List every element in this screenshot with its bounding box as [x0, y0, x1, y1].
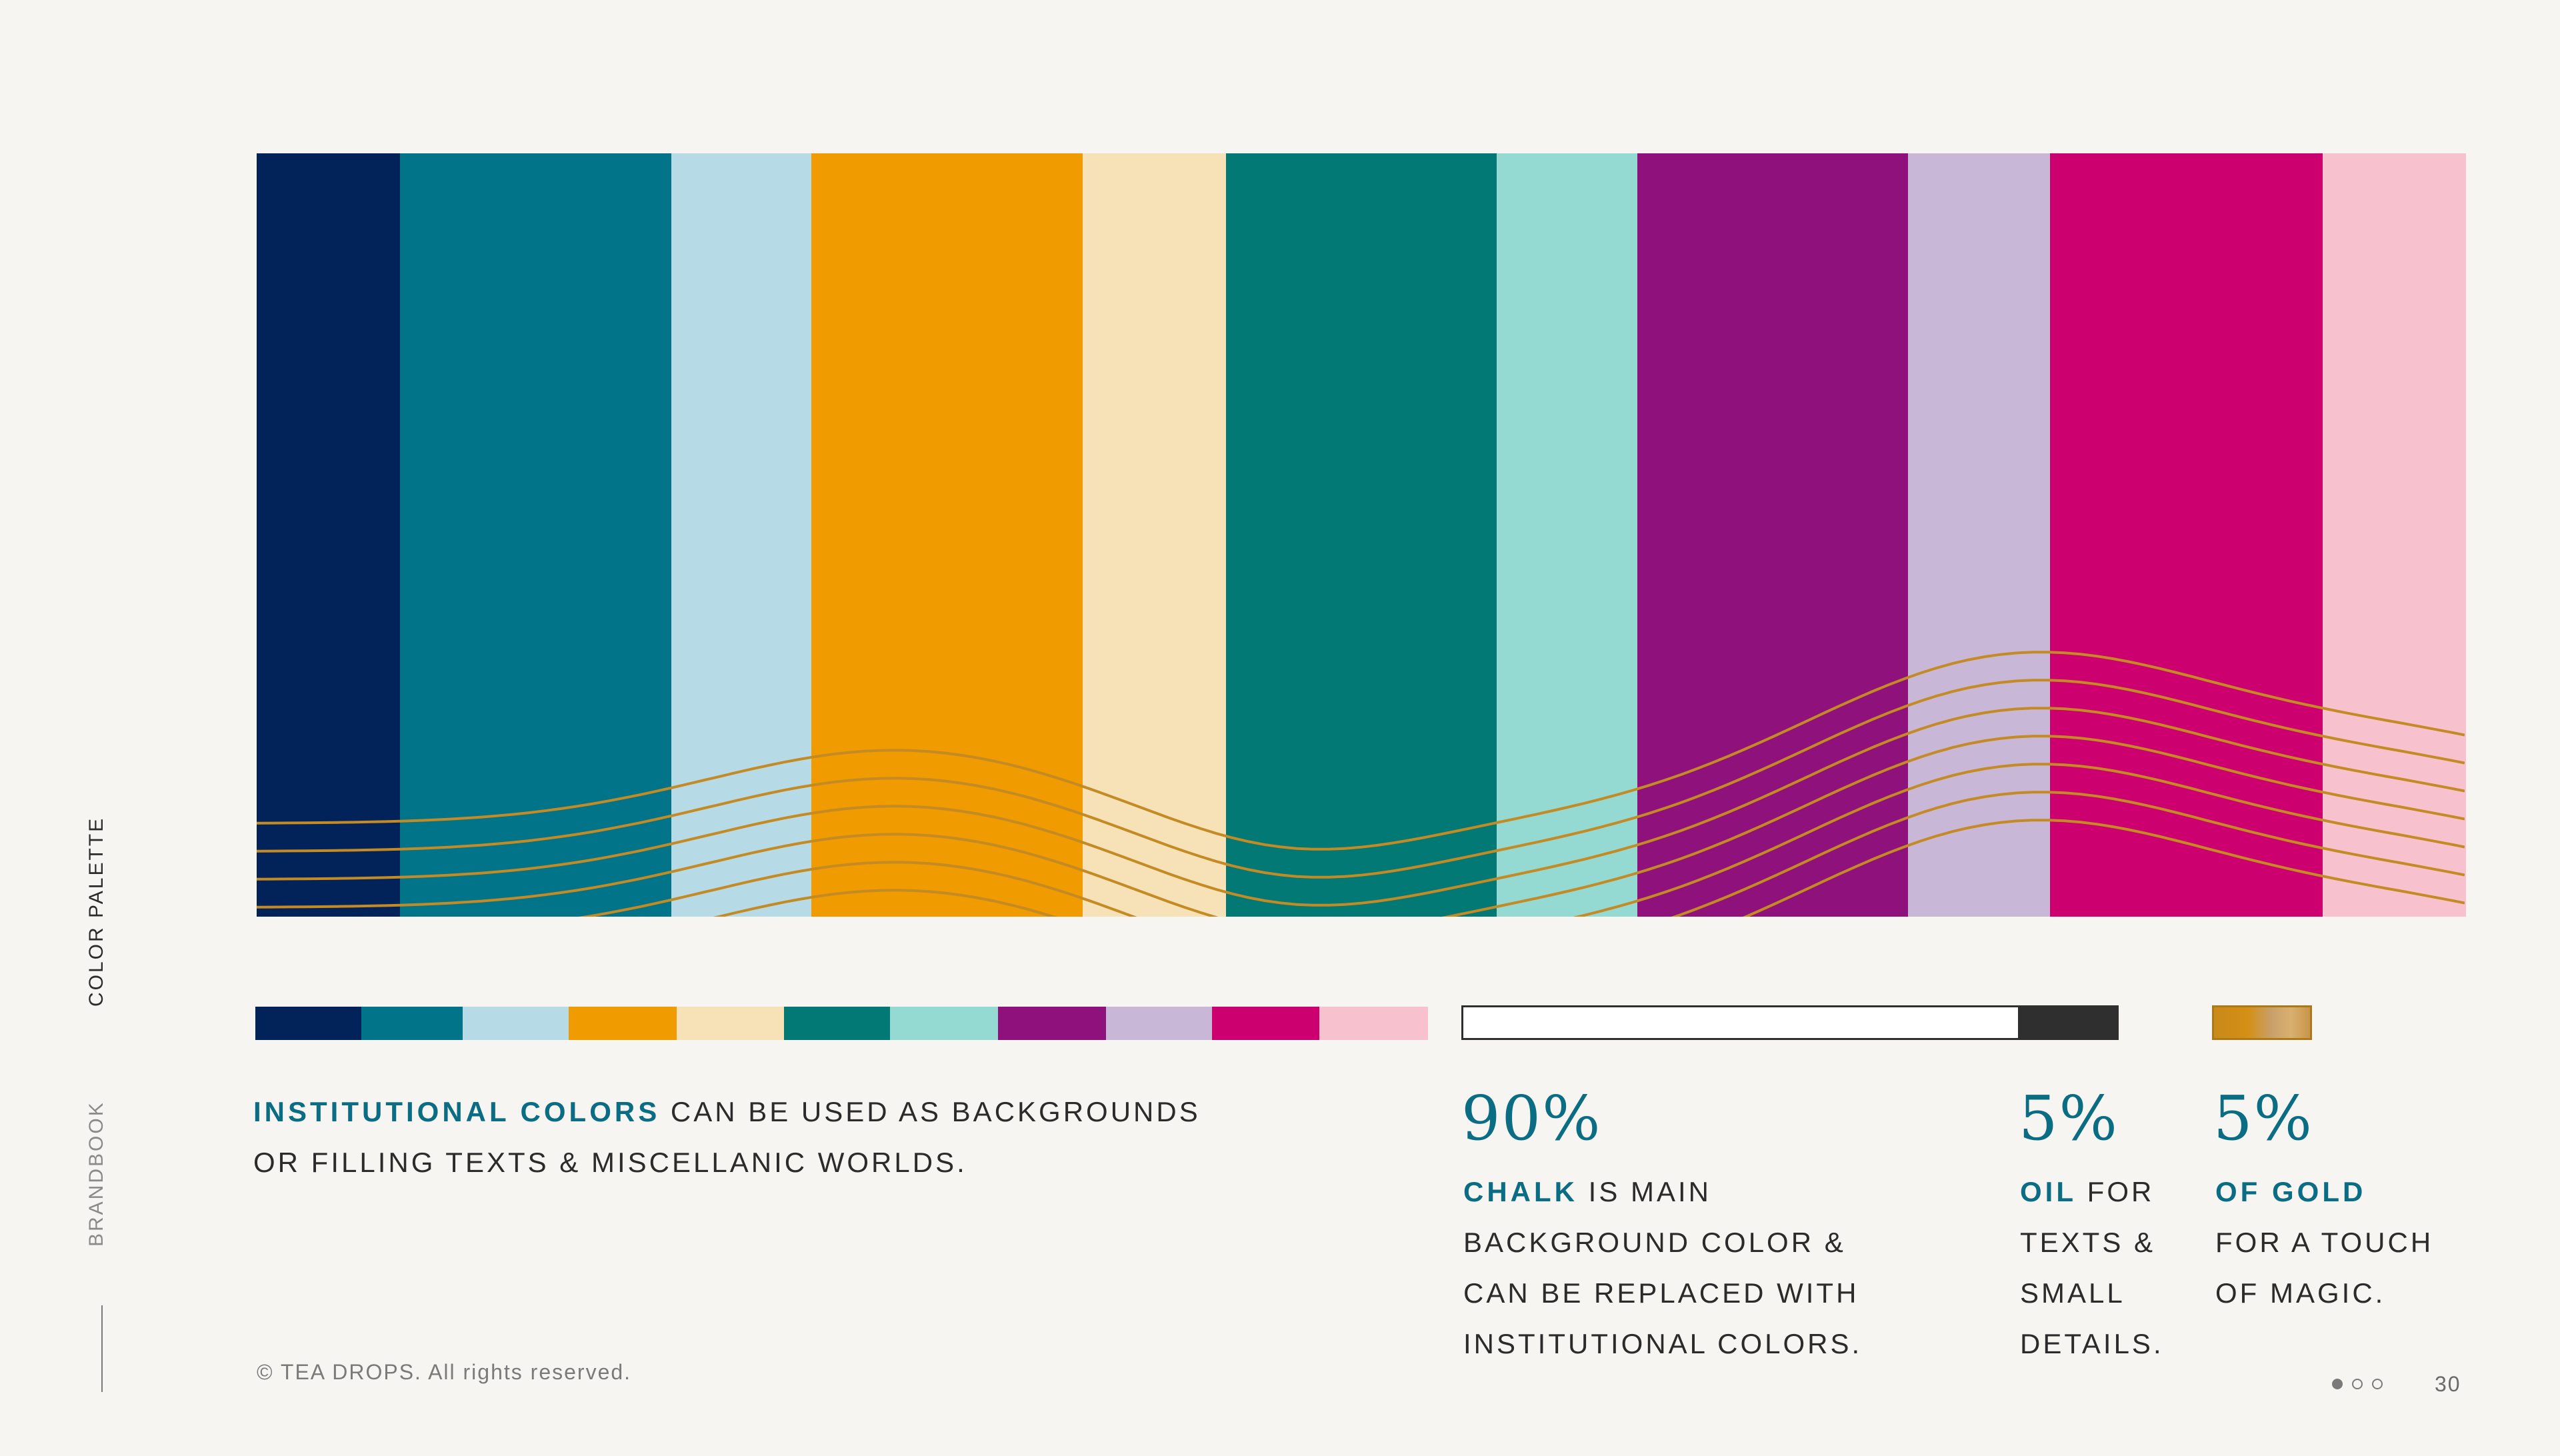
palette-stripe: [671, 153, 813, 917]
palette-swatch: [890, 1007, 999, 1040]
page-number: 30: [2435, 1372, 2461, 1396]
institutional-color-strip: [255, 1007, 1428, 1040]
color-palette-stripes: [257, 153, 2466, 917]
pager-dot-active[interactable]: [2332, 1379, 2343, 1389]
oil-swatch: [2020, 1005, 2119, 1040]
gold-description: OF GOLD FOR A TOUCH OF MAGIC.: [2215, 1167, 2482, 1319]
palette-swatch: [255, 1007, 363, 1040]
oil-highlight: OIL: [2020, 1176, 2077, 1207]
palette-stripe: [1908, 153, 2051, 917]
brandbook-label: BRANDBOOK: [85, 1101, 107, 1247]
chalk-highlight: CHALK: [1463, 1176, 1578, 1207]
palette-swatch: [361, 1007, 463, 1040]
palette-stripe: [2050, 153, 2324, 917]
palette-stripe: [811, 153, 1084, 917]
section-label: COLOR PALETTE: [85, 816, 107, 1007]
palette-stripe: [1226, 153, 1499, 917]
chalk-description: CHALK IS MAIN BACKGROUND COLOR & CAN BE …: [1463, 1176, 1863, 1359]
gold-percentage: 5%: [2213, 1083, 2313, 1154]
institutional-colors-highlight: INSTITUTIONAL COLORS: [253, 1096, 661, 1127]
palette-stripe: [257, 153, 402, 917]
palette-swatch: [1211, 1007, 1321, 1040]
palette-stripe: [2323, 153, 2466, 917]
institutional-colors-description: INSTITUTIONAL COLORS CAN BE USED AS BACK…: [253, 1096, 1201, 1178]
chalk-swatch: [1461, 1005, 2020, 1040]
palette-swatch: [462, 1007, 569, 1040]
gold-highlight: OF GOLD: [2215, 1176, 2367, 1207]
oil-percentage: 5%: [2019, 1083, 2119, 1154]
palette-swatch: [784, 1007, 891, 1040]
palette-swatch: [998, 1007, 1107, 1040]
pager-dot[interactable]: [2372, 1379, 2383, 1389]
palette-swatch: [1319, 1007, 1428, 1040]
palette-swatch: [1105, 1007, 1213, 1040]
palette-stripe: [1637, 153, 1909, 917]
copyright-text: © TEA DROPS. All rights reserved.: [257, 1360, 632, 1384]
page-indicator-dots: [2332, 1379, 2385, 1395]
side-divider: [101, 1305, 103, 1392]
palette-stripe: [1082, 153, 1227, 917]
palette-stripe: [400, 153, 673, 917]
oil-description: OIL FOR TEXTS & SMALL DETAILS.: [2020, 1176, 2164, 1359]
pager-dot[interactable]: [2352, 1379, 2363, 1389]
palette-swatch: [676, 1007, 785, 1040]
palette-swatch: [569, 1007, 677, 1040]
chalk-percentage: 90%: [1461, 1083, 1602, 1154]
palette-stripe: [1497, 153, 1639, 917]
gold-swatch: [2212, 1005, 2312, 1040]
